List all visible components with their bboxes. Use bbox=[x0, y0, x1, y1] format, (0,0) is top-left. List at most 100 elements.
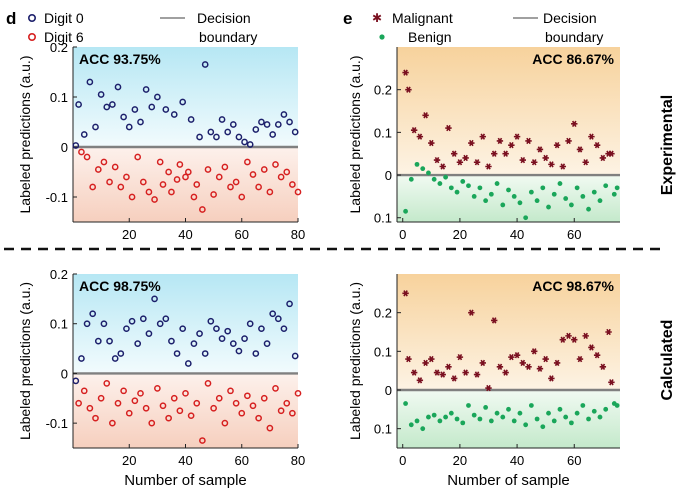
data-point-malignant bbox=[559, 163, 567, 170]
plot-bg-lower bbox=[73, 373, 298, 448]
data-point-benign bbox=[557, 181, 563, 186]
data-point-digit-0 bbox=[196, 330, 203, 338]
data-point-benign bbox=[568, 420, 574, 426]
data-point-malignant bbox=[491, 317, 498, 324]
y-axis-label: Labeled predictions (a.u.) bbox=[347, 56, 363, 214]
data-point-digit-6 bbox=[134, 153, 142, 161]
data-point-malignant bbox=[542, 154, 549, 162]
data-point-malignant bbox=[462, 154, 469, 162]
data-point-digit-6 bbox=[97, 394, 105, 402]
data-point-malignant bbox=[416, 133, 424, 140]
data-point-digit-6 bbox=[193, 181, 201, 188]
data-point-digit-6 bbox=[244, 392, 251, 400]
data-point-benign bbox=[528, 189, 534, 195]
data-point-benign bbox=[494, 181, 500, 186]
data-point-digit-6 bbox=[182, 389, 189, 397]
data-point-digit-6 bbox=[277, 407, 285, 415]
accuracy-label: ACC 98.75% bbox=[79, 278, 161, 294]
data-point-benign bbox=[448, 185, 454, 191]
data-point-malignant bbox=[428, 139, 435, 147]
data-point-digit-0 bbox=[86, 78, 94, 86]
data-point-malignant bbox=[422, 112, 429, 119]
data-point-digit-6 bbox=[249, 402, 257, 410]
data-point-digit-6 bbox=[232, 178, 240, 186]
y-tick-label: 0.2 bbox=[374, 306, 392, 321]
plot-bg-lower bbox=[397, 175, 620, 222]
data-point-digit-6 bbox=[215, 173, 223, 181]
data-point-benign bbox=[603, 406, 609, 412]
data-point-benign bbox=[466, 183, 471, 189]
data-point-benign bbox=[437, 418, 443, 424]
plot-bg-upper bbox=[73, 47, 298, 147]
data-point-digit-6 bbox=[266, 424, 274, 432]
data-point-benign bbox=[511, 193, 517, 199]
data-point-digit-6 bbox=[255, 414, 262, 422]
data-point-digit-0 bbox=[109, 101, 116, 108]
data-point-benign bbox=[426, 414, 431, 420]
data-point-benign bbox=[586, 416, 591, 422]
accuracy-label: ACC 86.67% bbox=[532, 51, 614, 67]
data-point-benign bbox=[597, 198, 603, 204]
data-point-digit-6 bbox=[170, 394, 178, 402]
data-point-digit-0 bbox=[246, 320, 254, 328]
data-point-digit-0 bbox=[286, 300, 293, 308]
data-point-digit-6 bbox=[89, 183, 97, 191]
data-point-benign bbox=[523, 422, 529, 428]
data-point-benign bbox=[500, 414, 506, 420]
data-point-digit-6 bbox=[111, 163, 119, 171]
legend-malignant-label: Malignant bbox=[392, 10, 453, 26]
data-point-digit-6 bbox=[125, 409, 133, 417]
data-point-benign bbox=[574, 185, 580, 191]
legend-e: ✱ Malignant Benign Decision boundary bbox=[372, 10, 603, 45]
y-axis-label: Labeled predictions (a.u.) bbox=[17, 56, 33, 214]
data-point-digit-6 bbox=[137, 389, 144, 397]
y-tick-label: 0 bbox=[385, 168, 392, 183]
data-point-malignant bbox=[519, 359, 526, 367]
data-point-digit-0 bbox=[128, 317, 136, 325]
data-point-benign bbox=[506, 187, 511, 193]
data-point-benign bbox=[557, 406, 563, 412]
data-point-digit-6 bbox=[83, 153, 91, 161]
data-point-digit-0 bbox=[280, 325, 288, 333]
data-point-benign bbox=[574, 410, 580, 416]
data-point-digit-0 bbox=[229, 121, 237, 128]
data-point-digit-0 bbox=[117, 350, 125, 357]
data-point-malignant bbox=[479, 133, 486, 140]
data-point-digit-0 bbox=[111, 355, 119, 362]
data-point-digit-0 bbox=[224, 128, 232, 136]
data-point-benign bbox=[414, 418, 420, 424]
data-point-digit-0 bbox=[156, 320, 164, 328]
data-point-digit-0 bbox=[184, 360, 192, 367]
data-point-digit-0 bbox=[94, 337, 102, 345]
data-point-benign bbox=[488, 418, 494, 424]
data-point-malignant bbox=[433, 369, 441, 376]
data-point-benign bbox=[483, 405, 489, 410]
data-point-digit-0 bbox=[83, 320, 91, 328]
legend-digit0-marker bbox=[27, 14, 36, 23]
y-tick-label: 0 bbox=[385, 383, 392, 398]
legend-boundary-label-2: boundary bbox=[199, 29, 257, 45]
data-point-digit-0 bbox=[235, 347, 243, 355]
y-tick-label: 0.2 bbox=[50, 267, 68, 282]
data-point-digit-0 bbox=[252, 126, 260, 133]
data-point-digit-0 bbox=[120, 113, 127, 121]
data-point-malignant bbox=[485, 163, 492, 170]
data-point-digit-0 bbox=[139, 315, 147, 323]
data-point-digit-0 bbox=[100, 320, 108, 328]
panel-d-calculated: 0.2 0.1 0 -0.1 20 40 60 80 Labeled predictions (… bbox=[17, 267, 305, 489]
data-point-malignant bbox=[502, 369, 509, 376]
data-point-digit-0 bbox=[190, 340, 198, 347]
y-axis-label: Labeled predictions (a.u.) bbox=[347, 282, 363, 440]
x-axis-label: Number of sample bbox=[124, 472, 247, 489]
data-point-digit-6 bbox=[294, 389, 302, 397]
data-point-digit-6 bbox=[272, 161, 279, 168]
data-point-digit-0 bbox=[218, 116, 226, 123]
data-point-malignant bbox=[599, 363, 607, 370]
data-point-benign bbox=[563, 414, 569, 420]
data-point-digit-6 bbox=[249, 171, 257, 178]
data-point-digit-6 bbox=[283, 399, 291, 407]
legend-boundary-label-2: boundary bbox=[545, 29, 603, 45]
data-point-digit-6 bbox=[244, 158, 251, 166]
data-point-digit-0 bbox=[274, 315, 282, 323]
data-point-malignant bbox=[553, 141, 561, 149]
